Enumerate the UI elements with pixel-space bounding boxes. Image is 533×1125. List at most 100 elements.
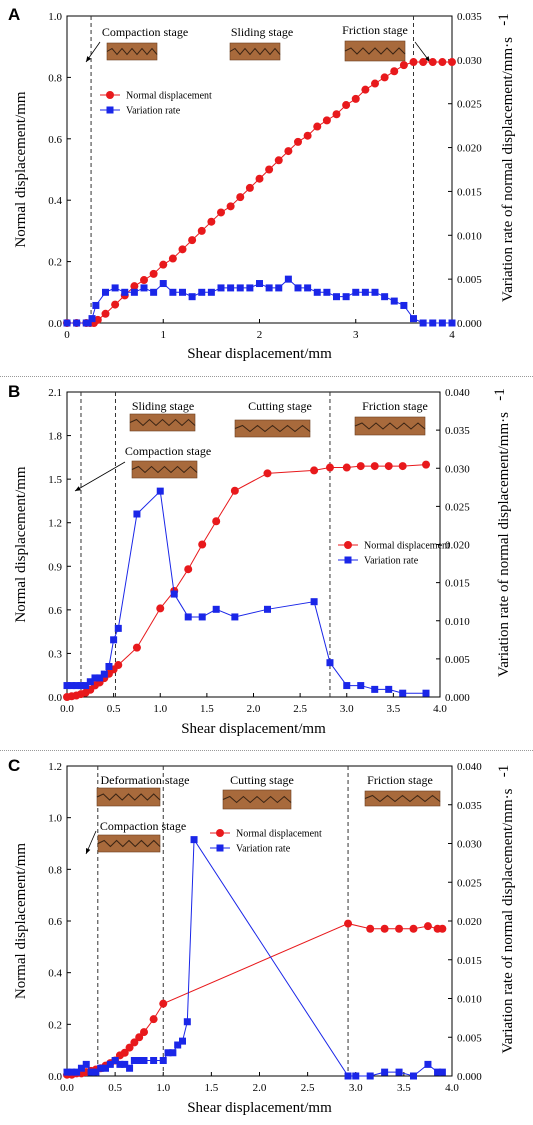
normal-displacement-point (371, 79, 379, 88)
variation-rate-point (198, 288, 206, 296)
specimen-joint (129, 418, 196, 427)
x-axis-label: Shear displacement/mm (181, 721, 326, 737)
variation-rate-point (68, 682, 76, 690)
variation-rate-point (352, 288, 360, 296)
y2-tick-label: 0.025 (445, 501, 470, 513)
y-tick-label: 1.8 (48, 431, 62, 443)
y2-tick-label: 0.030 (457, 839, 482, 851)
specimen-joint (96, 793, 161, 801)
variation-rate-point (381, 293, 389, 301)
stage-label: Deformation stage (101, 773, 190, 787)
variation-rate-point (183, 1018, 191, 1026)
variation-rate-point (344, 1072, 352, 1080)
specimen-photo (131, 460, 198, 479)
variation-rate-point (390, 297, 398, 305)
y2-tick-label: 0.040 (457, 761, 482, 773)
specimen-photo (234, 419, 311, 438)
y-tick-label: 0.2 (48, 1019, 62, 1031)
variation-rate-point (140, 284, 148, 292)
variation-rate-point (111, 1057, 119, 1064)
variation-rate-point (169, 288, 177, 296)
panel-divider (0, 750, 533, 751)
x-tick-label: 2 (257, 329, 263, 341)
y-tick-label: 0.2 (48, 257, 62, 269)
variation-rate-point (130, 1057, 138, 1064)
normal-displacement-point (159, 999, 168, 1008)
x-tick-label: 2.0 (253, 1082, 267, 1094)
normal-displacement-point (342, 463, 351, 472)
x-tick-label: 3.5 (387, 703, 401, 715)
x-tick-label: 2.5 (293, 703, 307, 715)
annotation-arrow (74, 461, 126, 492)
stage-label: Compaction stage (102, 25, 188, 39)
specimen-joint (354, 422, 426, 430)
variation-rate-point (130, 288, 138, 296)
normal-displacement-point (263, 469, 272, 478)
normal-displacement-point (361, 85, 370, 94)
y-axis-label: Normal displacement/mm (13, 843, 29, 1000)
y-tick-label: 0.6 (48, 134, 62, 146)
variation-rate-point (106, 1060, 114, 1068)
normal-displacement-point (132, 643, 141, 652)
y-axis-label: Normal displacement/mm (13, 91, 29, 248)
y-tick-label: 0.3 (48, 648, 62, 660)
y-tick-label: 0.0 (48, 692, 62, 704)
variation-rate-point (438, 1068, 446, 1076)
variation-rate-point (63, 319, 71, 327)
stage-label: Friction stage (342, 23, 408, 37)
variation-rate-point (121, 288, 129, 296)
normal-displacement-point (448, 58, 456, 67)
variation-rate-point (429, 319, 437, 327)
normal-displacement-point (322, 116, 331, 125)
x-tick-label: 4.0 (433, 703, 447, 715)
variation-rate-point (102, 1064, 109, 1072)
normal-displacement-point (217, 208, 225, 217)
normal-displacement-point (140, 1028, 148, 1037)
variation-rate-point (385, 685, 393, 693)
chart-a: A 0 1 2 3 4 0.0 0.2 0.4 0.6 0.8 1.0 0.000 0.005 0.010 0… (8, 5, 516, 362)
normal-displacement-point (384, 462, 393, 471)
y2-axis-label: Variation rate of normal displacement/mm… (496, 412, 512, 677)
y-tick-label: 1.0 (48, 813, 62, 825)
variation-rate-point (84, 319, 92, 327)
y-axis-label: Normal displacement/mm (13, 466, 29, 623)
variation-rate-point (342, 293, 350, 301)
variation-rate-point (105, 663, 113, 670)
y2-axis-label: Variation rate of normal displacement/mm… (500, 37, 516, 302)
y2-tick-label: 0.035 (457, 11, 482, 23)
normal-displacement-point (245, 183, 254, 192)
legend-label-normal: Normal displacement (126, 91, 212, 102)
normal-displacement-point (398, 462, 407, 471)
specimen-photo (344, 40, 406, 62)
variation-rate-point (294, 284, 302, 292)
variation-rate-point (352, 1072, 360, 1080)
x-tick-label: 3 (353, 329, 359, 341)
variation-rate-point (313, 288, 321, 296)
variation-rate-point (82, 1060, 90, 1068)
y-tick-label: 1.2 (48, 761, 62, 773)
y2-tick-label: 0.025 (457, 877, 482, 889)
normal-displacement-point (140, 276, 148, 285)
x-tick-label: 4 (449, 329, 455, 341)
legend-label-rate: Variation rate (236, 844, 291, 855)
panel-label: A (8, 5, 20, 24)
variation-rate-point (366, 1072, 374, 1080)
x-axis-label: Shear displacement/mm (187, 346, 332, 362)
stage-label: Friction stage (362, 399, 428, 413)
variation-rate-point (169, 1049, 177, 1057)
x-tick-label: 4.0 (445, 1082, 459, 1094)
variation-rate-point (184, 613, 192, 621)
variation-rate-point (333, 293, 340, 301)
variation-rate-point (424, 1060, 432, 1068)
variation-rate-point (179, 1037, 186, 1045)
x-tick-label: 3.0 (340, 703, 354, 715)
x-tick-label: 2.0 (247, 703, 261, 715)
variation-rate-point (310, 598, 318, 606)
y2-tick-label: 0.030 (457, 55, 482, 67)
normal-displacement-point (409, 924, 418, 933)
normal-displacement-point (310, 466, 319, 475)
specimen-joint (131, 465, 198, 474)
normal-displacement-point (226, 202, 235, 211)
variation-rate-point (410, 315, 417, 323)
y2-tick-label: 0.000 (457, 1071, 482, 1083)
